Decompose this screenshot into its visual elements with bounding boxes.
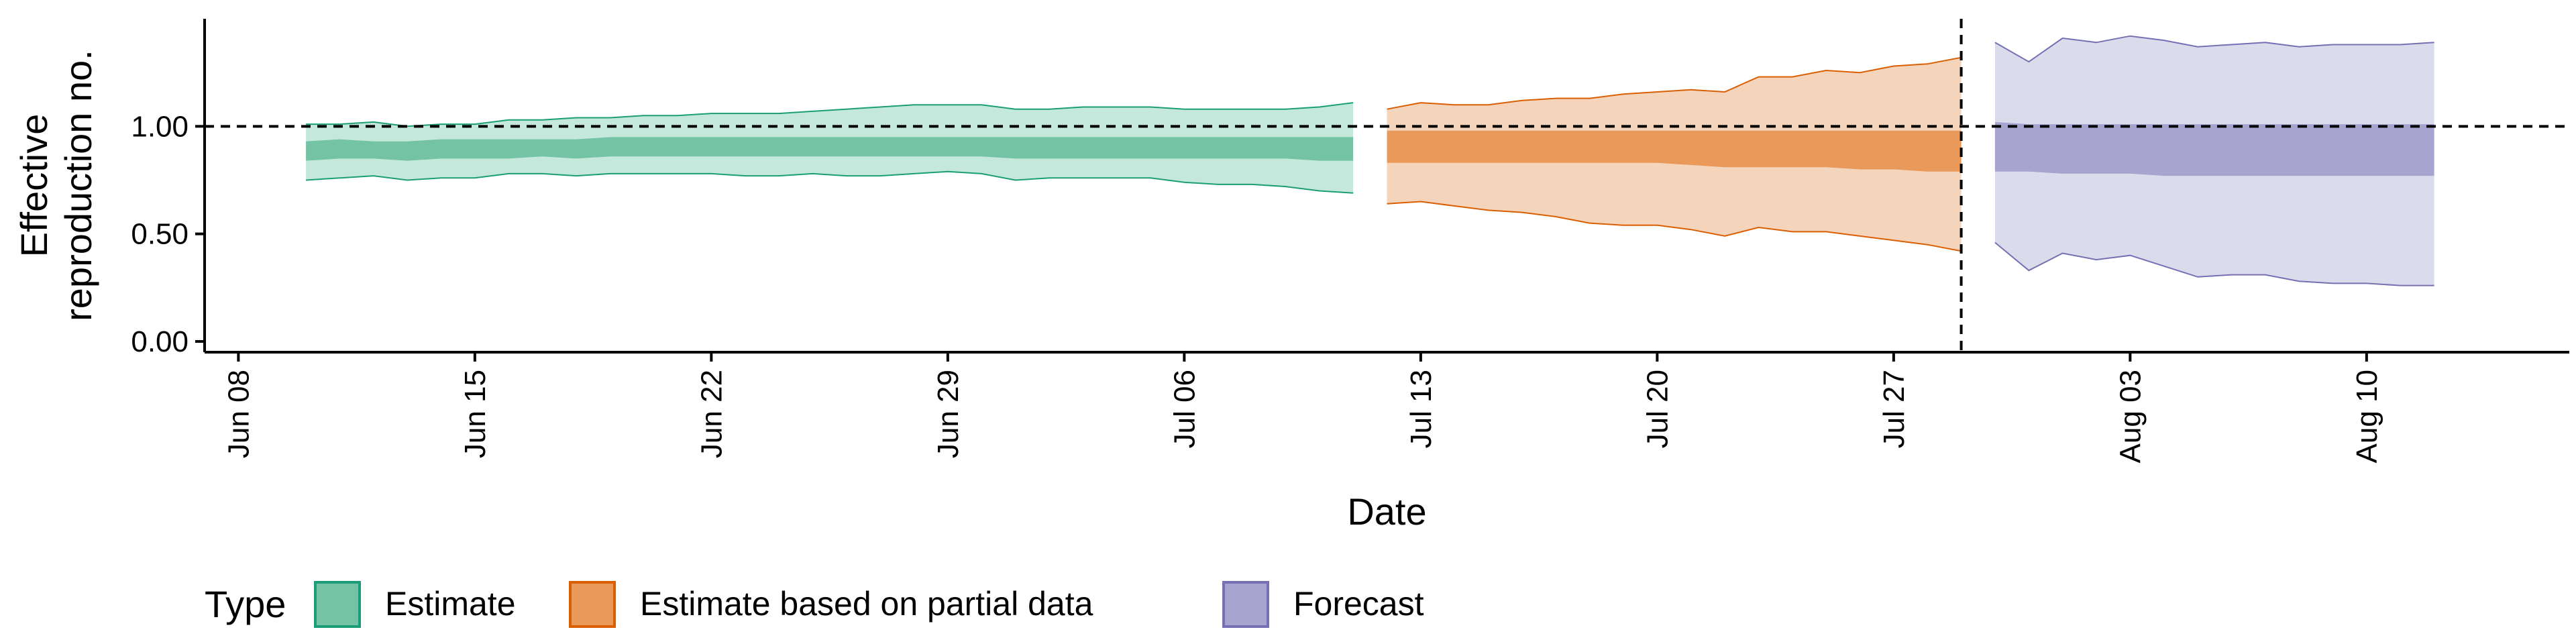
ribbon-90-upper-edge-1 [1387, 56, 1962, 110]
series-0 [306, 102, 1354, 194]
legend: Type Estimate Estimate based on partial da… [205, 581, 1424, 628]
ribbon-90-lower-edge-0 [306, 170, 1354, 194]
y-axis-title-line: reproduction no. [57, 50, 99, 321]
legend-key [1222, 581, 1269, 628]
ribbon-50-0 [306, 137, 1354, 161]
x-tick-label: Aug 10 [2351, 370, 2383, 463]
x-tick-label: Jul 20 [1641, 370, 1674, 448]
x-axis-title: Date [1347, 490, 1426, 533]
legend-key [314, 581, 361, 628]
y-tick-label: 0.00 [131, 325, 189, 358]
axes: 0.00 0.50 1.00 Jun 08 Jun 15 Jun 22 Jun 29 Jul … [13, 19, 2569, 533]
x-tick-label: Jun 08 [222, 370, 255, 458]
y-axis-title: Effectivereproduction no. [13, 50, 99, 321]
x-tick-label: Jun 29 [932, 370, 965, 458]
ribbon-90-upper-edge-2 [1994, 35, 2434, 63]
legend-item-0: Estimate [314, 581, 516, 628]
x-tick-label: Jun 15 [459, 370, 492, 458]
legend-title: Type [205, 583, 286, 625]
y-axis-title-line: Effective [13, 114, 55, 258]
series-2 [1994, 35, 2434, 286]
y-tick-label: 1.00 [131, 110, 189, 143]
legend-item-1: Estimate based on partial data [569, 581, 1093, 628]
legend-label: Forecast [1293, 585, 1424, 623]
ribbon-90-lower-edge-1 [1387, 201, 1962, 252]
ribbon-90-upper-edge-0 [306, 102, 1354, 127]
legend-item-2: Forecast [1222, 581, 1424, 628]
ribbon-50-2 [1994, 121, 2434, 176]
legend-label: Estimate based on partial data [640, 585, 1093, 623]
x-tick-label: Aug 03 [2114, 370, 2147, 463]
legend-key [569, 581, 616, 628]
x-tick-label: Jul 13 [1405, 370, 1438, 448]
x-tick-label: Jun 22 [695, 370, 728, 458]
series-1 [1387, 56, 1962, 252]
plot-area [205, 19, 2569, 352]
x-tick-label: Jul 27 [1878, 370, 1911, 448]
ribbon-50-1 [1387, 130, 1962, 172]
x-tick-label: Jul 06 [1168, 370, 1201, 448]
legend-label: Estimate [385, 585, 516, 623]
ribbon-90-lower-edge-2 [1994, 241, 2434, 286]
y-tick-label: 0.50 [131, 218, 189, 251]
